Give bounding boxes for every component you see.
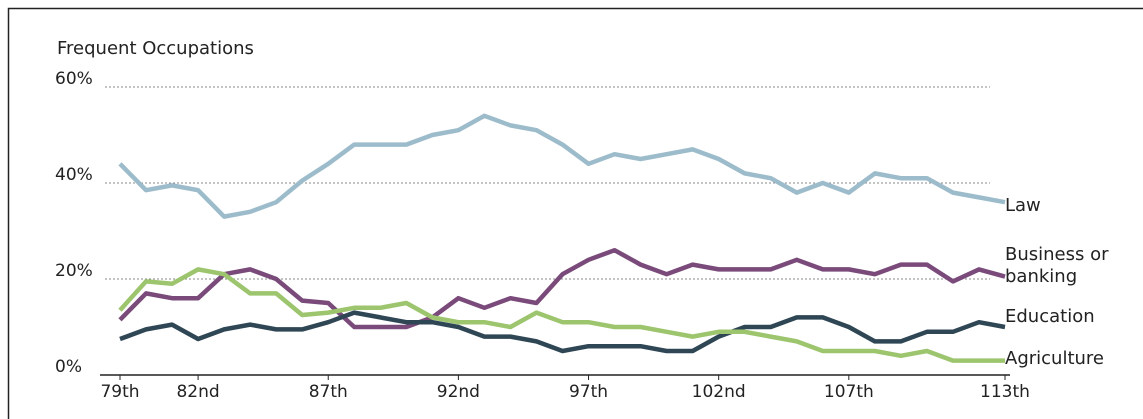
series-line (118, 247, 1006, 330)
x-tick-label: 87th (309, 382, 348, 402)
series-label: Agriculture (1005, 347, 1104, 369)
y-tick-label: 40% (55, 165, 93, 185)
series-label: Education (1005, 306, 1095, 327)
chart-title: Frequent Occupations (57, 38, 254, 59)
x-tick-label: 97th (569, 382, 608, 402)
series-line (118, 113, 1006, 219)
y-tick-label: 0% (55, 357, 82, 377)
y-tick-label: 60% (55, 69, 93, 89)
x-tick-label: 79th (100, 382, 139, 402)
x-tick-label: 113th (980, 382, 1030, 402)
x-tick-label: 107th (824, 382, 874, 402)
series-line (119, 310, 1006, 354)
x-tick-label: 92nd (437, 382, 480, 402)
y-tick-label: 20% (55, 261, 93, 281)
x-tick-label: 82nd (176, 382, 219, 402)
series-label: Law (1005, 195, 1041, 217)
series-line (118, 267, 1005, 363)
x-tick-label: 102nd (692, 382, 746, 402)
frame (7, 7, 1143, 419)
series-label: Business or banking (1005, 243, 1109, 287)
